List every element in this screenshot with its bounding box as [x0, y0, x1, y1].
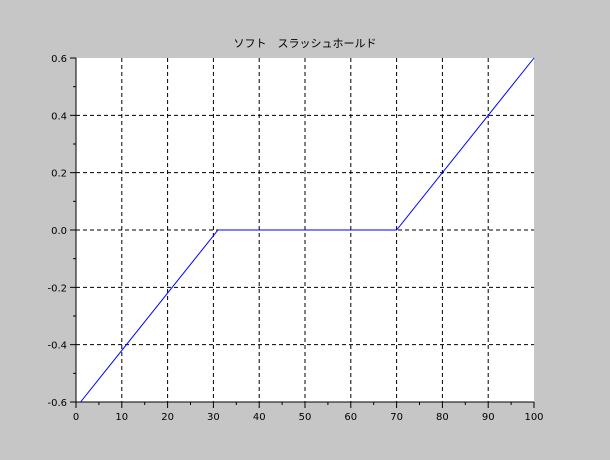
y-tick-label: -0.4: [47, 341, 67, 352]
x-tick-label: 20: [161, 412, 174, 423]
x-tick-label: 70: [390, 412, 403, 423]
x-tick-label: 80: [436, 412, 449, 423]
series-line: [80, 57, 535, 403]
x-tick-label: 50: [299, 412, 312, 423]
y-tick-label: 0.4: [51, 111, 67, 122]
axes: [70, 57, 535, 408]
chart-title: ソフト スラッシュホールド: [234, 37, 377, 50]
x-tick-label: 10: [115, 412, 128, 423]
x-tick-label: 0: [73, 412, 79, 423]
tick-labels: 0 10 20 30 40 50 60 70 80 90 100 -0.6 -0.4 -0.2 0.0 0.2…: [47, 54, 543, 423]
x-tick-label: 90: [482, 412, 495, 423]
y-tick-label: 0.6: [51, 54, 67, 65]
y-tick-label: -0.6: [47, 398, 67, 409]
x-tick-label: 30: [207, 412, 220, 423]
y-tick-label: -0.2: [47, 283, 67, 294]
y-tick-label: 0.0: [51, 226, 67, 237]
y-tick-label: 0.2: [51, 169, 67, 180]
x-tick-label: 40: [253, 412, 266, 423]
x-tick-label: 60: [344, 412, 357, 423]
series-layer: [80, 57, 535, 403]
x-tick-label: 100: [524, 412, 543, 423]
